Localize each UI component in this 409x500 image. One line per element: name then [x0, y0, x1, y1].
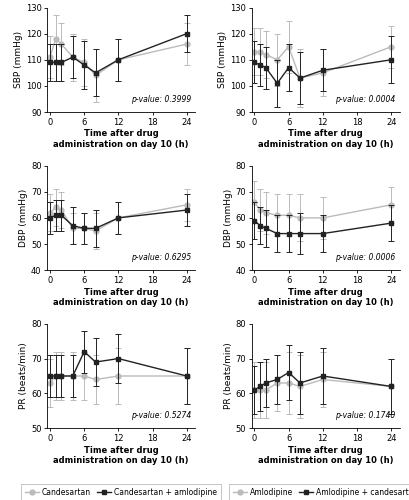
Y-axis label: SBP (mmHg): SBP (mmHg)	[218, 31, 227, 88]
Y-axis label: SBP (mmHg): SBP (mmHg)	[14, 31, 23, 88]
X-axis label: Time after drug
administration on day 10 (h): Time after drug administration on day 10…	[257, 288, 393, 307]
Text: p-value: 0.0004: p-value: 0.0004	[334, 94, 394, 104]
X-axis label: Time after drug
administration on day 10 (h): Time after drug administration on day 10…	[53, 446, 189, 465]
Legend: Amlodipine, Amlodipine + candesartan: Amlodipine, Amlodipine + candesartan	[229, 484, 409, 500]
X-axis label: Time after drug
administration on day 10 (h): Time after drug administration on day 10…	[257, 446, 393, 465]
Text: p-value: 0.0006: p-value: 0.0006	[334, 253, 394, 262]
Text: p-value: 0.3999: p-value: 0.3999	[130, 94, 191, 104]
Text: p-value: 0.5274: p-value: 0.5274	[130, 411, 191, 420]
Y-axis label: PR (beats/min): PR (beats/min)	[19, 342, 28, 409]
Legend: Candesartan, Candesartan + amlodipine: Candesartan, Candesartan + amlodipine	[21, 484, 220, 500]
Text: p-value: 0.1740: p-value: 0.1740	[334, 411, 394, 420]
X-axis label: Time after drug
administration on day 10 (h): Time after drug administration on day 10…	[53, 288, 189, 307]
Y-axis label: DBP (mmHg): DBP (mmHg)	[223, 189, 232, 247]
Y-axis label: DBP (mmHg): DBP (mmHg)	[19, 189, 28, 247]
Y-axis label: PR (beats/min): PR (beats/min)	[223, 342, 232, 409]
X-axis label: Time after drug
administration on day 10 (h): Time after drug administration on day 10…	[257, 130, 393, 149]
X-axis label: Time after drug
administration on day 10 (h): Time after drug administration on day 10…	[53, 130, 189, 149]
Text: p-value: 0.6295: p-value: 0.6295	[130, 253, 191, 262]
